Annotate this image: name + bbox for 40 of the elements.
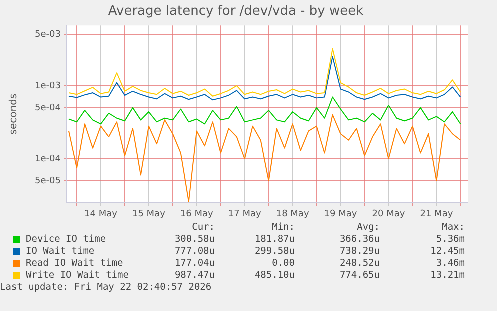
y-tick-label: 5e-03 xyxy=(35,30,61,40)
text: 300.58u xyxy=(174,234,215,246)
x-tick-label: 16 May xyxy=(180,210,214,220)
text: 299.58u xyxy=(254,246,295,258)
text: 5.36m xyxy=(435,234,465,246)
legend-label: Read IO Wait time xyxy=(26,258,124,270)
text: Avg: xyxy=(356,222,380,234)
text: 485.10u xyxy=(254,270,295,282)
text: 181.87u xyxy=(254,234,295,246)
legend-label: Write IO Wait time xyxy=(26,270,129,282)
x-tick-label: 18 May xyxy=(276,210,310,220)
x-tick-label: 21 May xyxy=(420,210,454,220)
text: Min: xyxy=(271,222,295,234)
text: 3.46m xyxy=(435,258,465,270)
y-tick-label: 5e-04 xyxy=(35,103,62,114)
text: 13.21m xyxy=(430,270,465,282)
x-tick-label: 14 May xyxy=(84,210,118,220)
y-tick-label: 1e-04 xyxy=(35,154,62,164)
text: 177.04u xyxy=(174,258,215,270)
chart-title: Average latency for /dev/vda - by week xyxy=(108,4,364,20)
text: 366.36u xyxy=(338,234,380,246)
text: Max: xyxy=(441,222,465,234)
text: Cur: xyxy=(191,222,215,234)
x-tick-label: 19 May xyxy=(324,210,358,220)
text: 248.52u xyxy=(338,258,380,270)
text: 738.29u xyxy=(338,246,380,258)
text: 12.45m xyxy=(430,246,465,258)
text: 774.65u xyxy=(338,270,380,282)
text: 777.08u xyxy=(174,246,215,258)
y-axis-title: seconds xyxy=(8,94,20,135)
text: 987.47u xyxy=(174,270,215,282)
legend-label: Device IO time xyxy=(26,234,106,246)
text: 0.00 xyxy=(271,258,295,270)
y-tick-label: 5e-05 xyxy=(35,176,61,186)
y-tick-label: 1e-03 xyxy=(35,81,61,92)
x-tick-label: 20 May xyxy=(372,210,406,220)
text: Last update: Fri May 22 02:40:57 2026 xyxy=(0,282,213,294)
legend-label: IO Wait time xyxy=(26,246,95,258)
x-tick-label: 17 May xyxy=(228,210,262,220)
x-tick-label: 15 May xyxy=(132,210,166,220)
